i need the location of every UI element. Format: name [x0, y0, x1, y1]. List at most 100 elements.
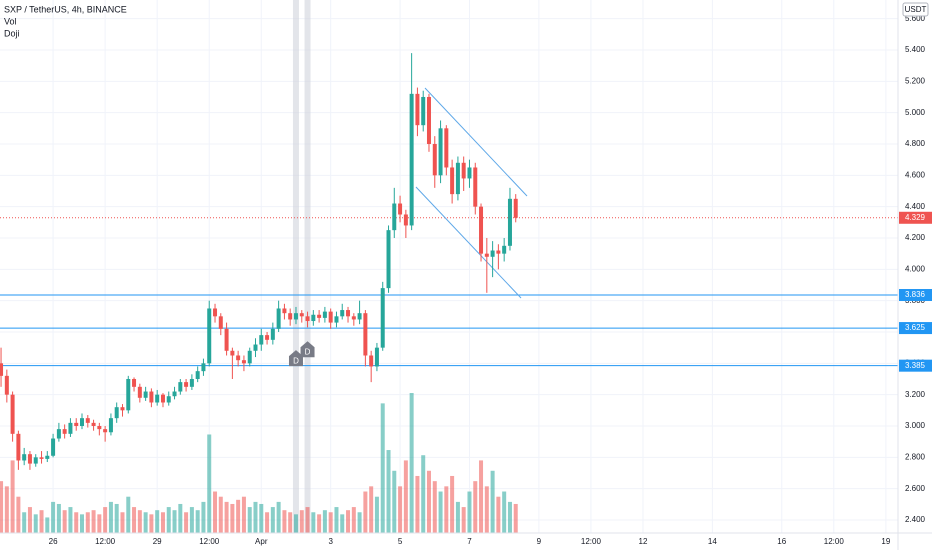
candle-body — [461, 162, 466, 179]
currency-box[interactable] — [902, 2, 929, 17]
candle-body — [68, 422, 73, 434]
volume-bar — [253, 501, 258, 533]
candle-body — [155, 394, 160, 403]
candle-body — [444, 128, 449, 168]
volume-bar — [16, 496, 21, 533]
volume-bar — [461, 507, 466, 533]
candle-body — [340, 310, 345, 317]
level-label: 3.625 — [905, 323, 926, 332]
candle-body — [108, 418, 113, 433]
candle-body — [149, 391, 154, 403]
candle-body — [386, 230, 391, 289]
volume-bar — [398, 486, 403, 533]
channel-upper — [424, 87, 528, 197]
x-tick-label: 29 — [153, 537, 162, 546]
volume-bar — [374, 496, 379, 533]
volume-bar — [149, 514, 154, 533]
volume-bar — [351, 507, 356, 533]
x-tick-label: 9 — [537, 537, 542, 546]
candle-body — [259, 335, 264, 345]
volume-bar — [484, 486, 489, 533]
level-label: 3.836 — [905, 290, 926, 299]
candle-body — [374, 347, 379, 367]
candle-body — [120, 407, 125, 411]
y-tick-label: 3.200 — [905, 390, 926, 399]
candle-body — [143, 391, 148, 398]
y-tick-label: 2.600 — [905, 484, 926, 493]
volume-bar — [265, 512, 270, 533]
volume-bar — [432, 481, 437, 533]
volume-bar — [79, 514, 84, 533]
candles — [0, 53, 518, 470]
volume-bar — [224, 501, 229, 533]
volume-bar — [97, 514, 102, 533]
volume-bar — [45, 517, 50, 533]
volume-bar — [247, 507, 252, 533]
candle-body — [178, 382, 183, 392]
volume-bar — [0, 481, 4, 533]
volume-bar — [340, 514, 345, 533]
candle-body — [479, 206, 484, 254]
candle-body — [33, 457, 38, 464]
x-tick-label: 12:00 — [824, 537, 845, 546]
volume-bar — [155, 510, 160, 533]
candle-body — [126, 378, 131, 411]
doji-bands — [292, 0, 311, 533]
volume-bar — [450, 475, 455, 533]
volume-bar — [230, 503, 235, 533]
volume-bar — [421, 455, 426, 533]
doji-markers: DD — [288, 341, 315, 367]
doji-band — [304, 0, 311, 533]
volume-bar — [236, 499, 241, 533]
candle-body — [172, 391, 177, 397]
doji-marker — [288, 350, 303, 367]
candle-body — [184, 382, 189, 387]
currency-label[interactable]: USDT — [905, 5, 927, 14]
candle-body — [213, 308, 218, 317]
x-tick-label: 12 — [639, 537, 648, 546]
candle-body — [97, 425, 102, 430]
volume-bar — [322, 510, 327, 533]
x-tick-label: Apr — [255, 537, 268, 546]
doji-label: D — [305, 347, 311, 356]
candle-body — [276, 308, 281, 329]
candle-body — [322, 311, 327, 318]
volume-bar — [27, 507, 32, 533]
candle-body — [201, 363, 206, 372]
volume-bar — [39, 510, 44, 533]
volume-bar — [438, 491, 443, 533]
volume-bar — [33, 514, 38, 533]
y-tick-label: 2.800 — [905, 452, 926, 461]
candle-body — [236, 355, 241, 361]
candle-body — [293, 313, 298, 320]
volume-bar — [276, 501, 281, 533]
candle-body — [16, 433, 21, 461]
volume-bar — [166, 507, 171, 533]
volume-bar — [380, 403, 385, 533]
doji-marker — [300, 341, 315, 358]
x-tick-label: 12:00 — [199, 537, 220, 546]
volume-bar — [160, 512, 165, 533]
y-tick-label: 5.400 — [905, 45, 926, 54]
volume-bar — [426, 470, 431, 533]
volume-bar — [143, 512, 148, 533]
volume-bar — [415, 475, 420, 533]
candle-body — [502, 245, 507, 254]
y-tick-label: 5.000 — [905, 108, 926, 117]
volume-bar — [189, 507, 194, 533]
volume-bar — [496, 496, 501, 533]
candle-body — [334, 316, 339, 323]
volume-bar — [455, 501, 460, 533]
candle-body — [513, 198, 518, 218]
candle-body — [392, 203, 397, 231]
volume-bar — [299, 510, 304, 533]
volume-bar — [467, 491, 472, 533]
volume-bar — [479, 460, 484, 533]
x-tick-label: 14 — [708, 537, 717, 546]
volume-bar — [4, 486, 9, 533]
level-label-box — [899, 359, 932, 372]
volume-bar — [363, 491, 368, 533]
y-tick-label: 5.600 — [905, 14, 926, 23]
candle-body — [317, 314, 322, 318]
